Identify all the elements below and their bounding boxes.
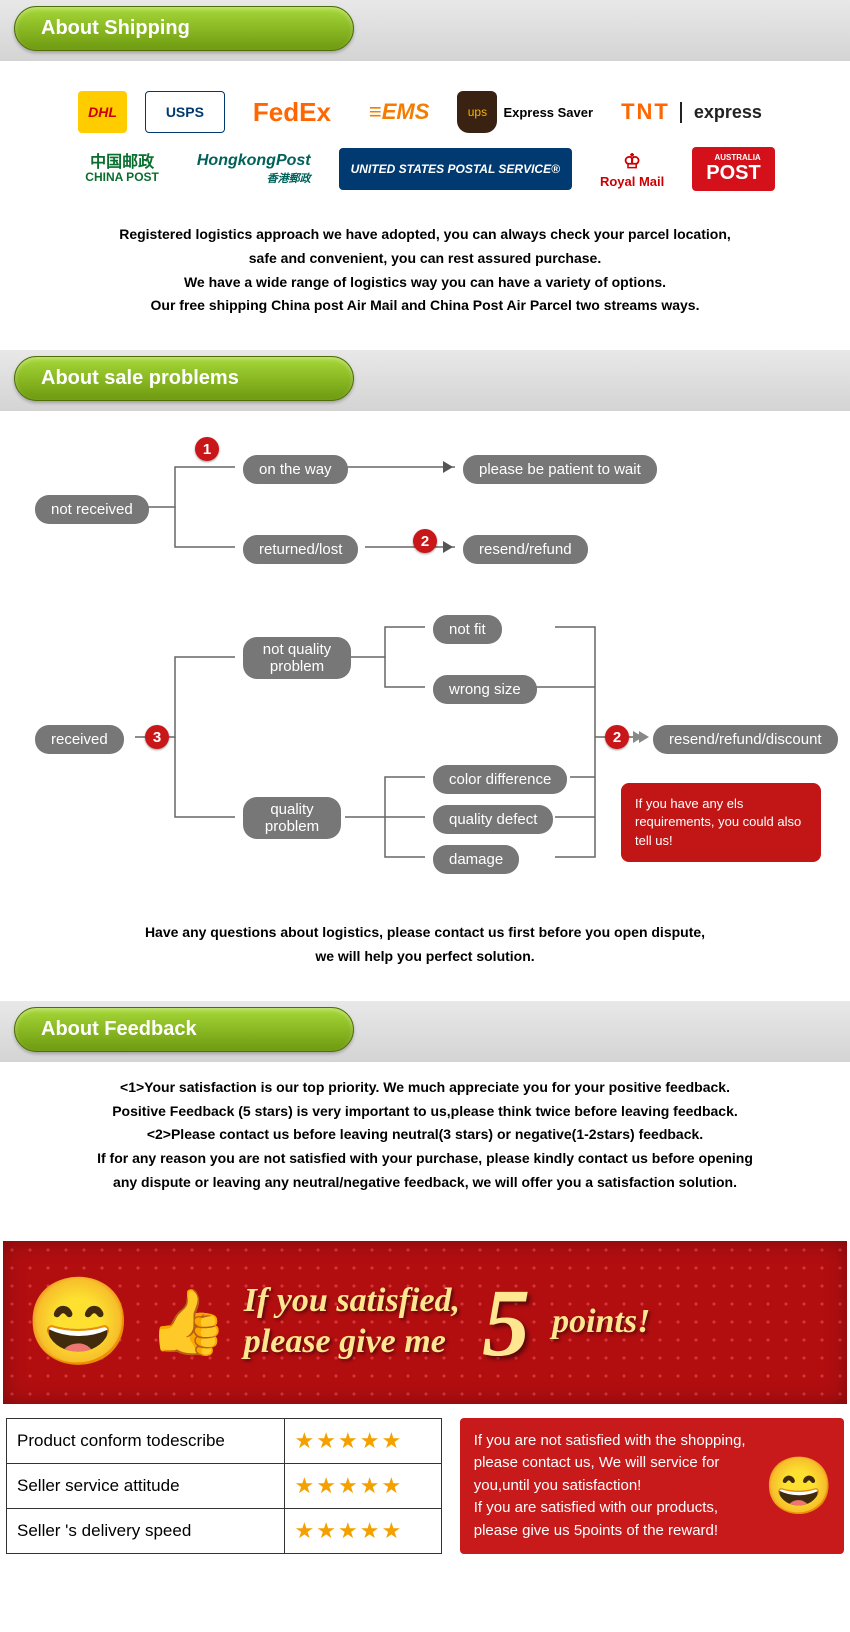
section-title-feedback: About Feedback [14, 1007, 354, 1052]
node-quality-text: quality problem [257, 801, 327, 835]
section-title-problems: About sale problems [14, 356, 354, 401]
rating-label: Product conform todescribe [7, 1418, 285, 1463]
royalmail-text: Royal Mail [600, 174, 664, 189]
arrow-icon [443, 461, 453, 473]
logo-fedex: FedEx [243, 91, 341, 133]
banner-points: points! [552, 1302, 650, 1343]
feedback-l3: <2>Please contact us before leaving neut… [35, 1123, 815, 1147]
shipping-l4: Our free shipping China post Air Mail an… [35, 294, 815, 318]
banner-line2: please give me [244, 1322, 460, 1363]
auspost-sub: AUSTRALIA [706, 153, 760, 162]
logo-tnt: TNT express [611, 91, 772, 133]
thumbs-up-icon: 👍 [148, 1285, 228, 1360]
tnt-express-text: express [680, 102, 762, 123]
node-please-wait: please be patient to wait [463, 455, 657, 484]
shipping-logos: DHL USPS FedEx ≡EMS ups Express Saver TN… [18, 73, 832, 209]
logo-hongkongpost: HongkongPost 香港郵政 [187, 148, 321, 190]
feedback-text: <1>Your satisfaction is our top priority… [35, 1076, 815, 1195]
rating-stars: ★★★★★ [284, 1463, 441, 1508]
banner-text: If you satisfied, please give me [244, 1281, 460, 1363]
node-resend-refund: resend/refund [463, 535, 588, 564]
rating-label: Seller service attitude [7, 1463, 285, 1508]
section-title-shipping: About Shipping [14, 6, 354, 51]
ups-express-saver: Express Saver [503, 105, 593, 120]
badge-2b: 2 [605, 725, 629, 749]
smiley-icon: 😄 [25, 1279, 132, 1365]
red-note: If you are not satisfied with the shoppi… [460, 1418, 844, 1555]
logo-auspost: AUSTRALIA POST [692, 147, 774, 191]
shipping-l1: Registered logistics approach we have ad… [35, 223, 815, 247]
callout-requirements: If you have any els requirements, you co… [621, 783, 821, 862]
shipping-l2: safe and convenient, you can rest assure… [35, 247, 815, 271]
node-on-the-way: on the way [243, 455, 348, 484]
badge-1: 1 [195, 437, 219, 461]
logo-dhl: DHL [78, 91, 127, 133]
rating-stars: ★★★★★ [284, 1418, 441, 1463]
node-resend-refund-discount: resend/refund/discount [653, 725, 838, 754]
shipping-section: DHL USPS FedEx ≡EMS ups Express Saver TN… [0, 73, 850, 350]
section-header-problems: About sale problems [0, 350, 850, 411]
hkpost-en: HongkongPost [197, 152, 311, 170]
bottom-row: Product conform todescribe★★★★★Seller se… [0, 1414, 850, 1571]
node-quality-defect: quality defect [433, 805, 553, 834]
badge-3: 3 [145, 725, 169, 749]
badge-2a: 2 [413, 529, 437, 553]
shipping-l3: We have a wide range of logistics way yo… [35, 271, 815, 295]
table-row: Seller 's delivery speed★★★★★ [7, 1509, 442, 1554]
node-color-diff: color difference [433, 765, 567, 794]
arrow-icon [443, 541, 453, 553]
problems-footer-l2: we will help you perfect solution. [35, 945, 815, 969]
tnt-text: TNT [621, 99, 670, 125]
section-header-shipping: About Shipping [0, 0, 850, 61]
node-not-quality: not quality problem [243, 637, 351, 679]
section-header-feedback: About Feedback [0, 1001, 850, 1062]
chinapost-cn: 中国邮政 [90, 154, 154, 172]
node-returned-lost: returned/lost [243, 535, 358, 564]
chinapost-en: CHINA POST [85, 171, 159, 184]
hkpost-cn: 香港郵政 [197, 170, 311, 186]
problems-section: not received 1 on the way please be pati… [0, 437, 850, 1001]
banner-five: 5 [476, 1267, 536, 1378]
table-row: Product conform todescribe★★★★★ [7, 1418, 442, 1463]
logo-usps-full: UNITED STATES POSTAL SERVICE® [339, 148, 572, 190]
banner-line1: If you satisfied, [244, 1281, 460, 1322]
node-not-quality-text: not quality problem [257, 641, 337, 675]
fedex-p2: Ex [299, 97, 331, 128]
rating-stars: ★★★★★ [284, 1509, 441, 1554]
node-not-received: not received [35, 495, 149, 524]
feedback-l2: Positive Feedback (5 stars) is very impo… [35, 1100, 815, 1124]
shipping-description: Registered logistics approach we have ad… [35, 223, 815, 318]
ratings-table: Product conform todescribe★★★★★Seller se… [6, 1418, 442, 1555]
problems-footer: Have any questions about logistics, plea… [35, 921, 815, 969]
problems-footer-l1: Have any questions about logistics, plea… [35, 921, 815, 945]
logo-royalmail: ♔ Royal Mail [590, 148, 674, 190]
ups-shield-icon: ups [457, 91, 497, 133]
logo-ems: ≡EMS [359, 91, 440, 133]
satisfaction-banner: 😄 👍 If you satisfied, please give me 5 p… [3, 1241, 847, 1404]
feedback-section: <1>Your satisfaction is our top priority… [0, 1076, 850, 1227]
flowchart: not received 1 on the way please be pati… [25, 437, 825, 907]
table-row: Seller service attitude★★★★★ [7, 1463, 442, 1508]
red-note-text: If you are not satisfied with the shoppi… [474, 1430, 752, 1543]
feedback-l1: <1>Your satisfaction is our top priority… [35, 1076, 815, 1100]
node-received: received [35, 725, 124, 754]
arrow-icon [639, 731, 649, 743]
node-quality: quality problem [243, 797, 341, 839]
logo-ups: ups Express Saver [457, 91, 593, 133]
node-damage: damage [433, 845, 519, 874]
auspost-text: POST [706, 162, 760, 185]
fedex-p1: Fed [253, 97, 299, 128]
logo-chinapost: 中国邮政 CHINA POST [75, 148, 169, 190]
rating-label: Seller 's delivery speed [7, 1509, 285, 1554]
node-wrong-size: wrong size [433, 675, 537, 704]
node-not-fit: not fit [433, 615, 502, 644]
feedback-l5: any dispute or leaving any neutral/negat… [35, 1171, 815, 1195]
feedback-l4: If for any reason you are not satisfied … [35, 1147, 815, 1171]
logo-usps-eagle: USPS [145, 91, 225, 133]
smiley-thumb-icon: 😄 [764, 1444, 834, 1528]
